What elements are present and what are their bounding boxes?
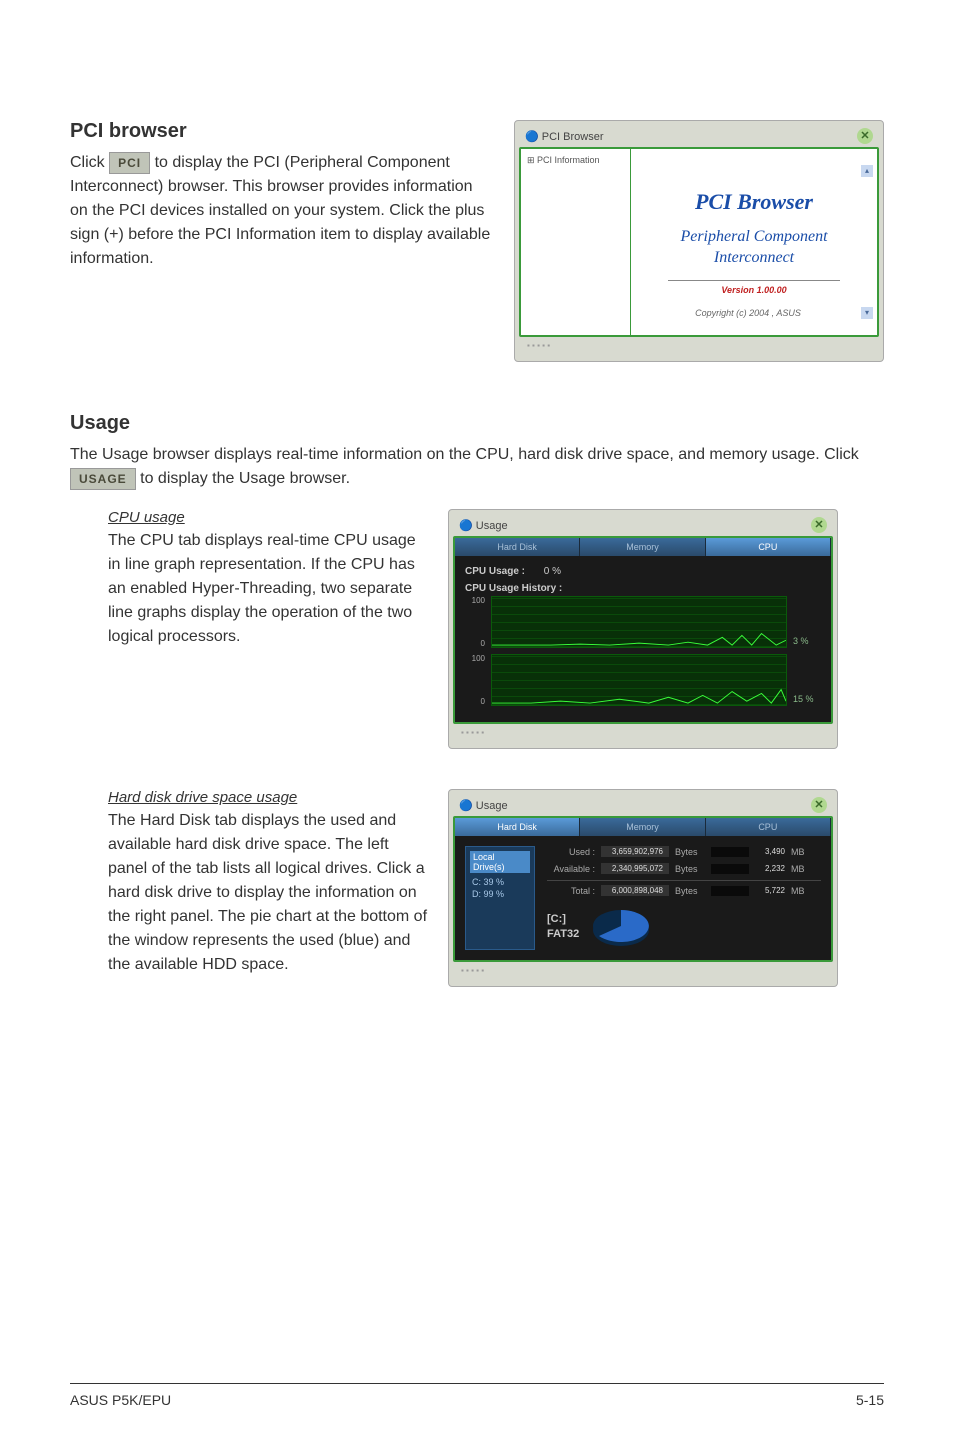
cpu-graph2 xyxy=(491,654,787,706)
close-icon[interactable]: ✕ xyxy=(857,128,873,144)
hdd-paragraph: The Hard Disk tab displays the used and … xyxy=(108,809,428,977)
cpu-text-col: CPU usage The CPU tab displays real-time… xyxy=(108,509,428,649)
pci-window: 🔵 PCI Browser ✕ ⊞ PCI Information ▴ PCI … xyxy=(514,120,884,362)
hdd-drive-label: [C:] FAT32 xyxy=(547,912,579,943)
stat-used: Used : 3,659,902,976 Bytes 3,490 MB xyxy=(547,846,821,857)
usage-inline-button[interactable]: USAGE xyxy=(70,468,136,490)
usage-intro-before: The Usage browser displays real-time inf… xyxy=(70,446,859,463)
cpu-window-title: 🔵 Usage xyxy=(459,519,508,532)
cpu-graph1 xyxy=(491,596,787,648)
pci-bottom-row: Copyright (c) 2004 , ASUS ▾ xyxy=(631,307,877,319)
scroll-down-icon[interactable]: ▾ xyxy=(861,307,873,319)
pci-section: PCI browser Click PCI to display the PCI… xyxy=(70,120,884,362)
usage-intro: The Usage browser displays real-time inf… xyxy=(70,443,884,491)
cpu-graph1-row: 100 0 3 % xyxy=(465,596,821,648)
stat-available: Available : 2,340,995,072 Bytes 2,232 MB xyxy=(547,863,821,874)
tab-cpu[interactable]: CPU xyxy=(706,538,831,556)
cpu-graph2-row: 100 0 15 % xyxy=(465,654,821,706)
tab-cpu[interactable]: CPU xyxy=(706,818,831,836)
hdd-tab-row: Hard Disk Memory CPU xyxy=(455,818,831,836)
pci-window-col: 🔵 PCI Browser ✕ ⊞ PCI Information ▴ PCI … xyxy=(514,120,884,362)
hdd-content: Local Drive(s) C: 39 % D: 99 % Used : 3,… xyxy=(455,836,831,960)
graph1-pct: 3 % xyxy=(793,636,821,648)
pci-text-col: PCI browser Click PCI to display the PCI… xyxy=(70,120,494,271)
page-footer: ASUS P5K/EPU 5-15 xyxy=(70,1383,884,1408)
pci-inline-button[interactable]: PCI xyxy=(109,152,150,174)
pci-subtitle: Peripheral Component Interconnect xyxy=(680,227,827,269)
cpu-subheading: CPU usage xyxy=(108,509,428,526)
tab-memory[interactable]: Memory xyxy=(580,818,705,836)
pci-window-footer: ▪ ▪ ▪ ▪ ▪ xyxy=(519,337,879,357)
close-icon[interactable]: ✕ xyxy=(811,517,827,533)
pie-chart-icon xyxy=(591,904,651,950)
cpu-usage-window: 🔵 Usage ✕ Hard Disk Memory CPU CPU Usage… xyxy=(448,509,838,749)
scroll-up-icon[interactable]: ▴ xyxy=(861,165,873,177)
cpu-paragraph: The CPU tab displays real-time CPU usage… xyxy=(108,529,428,649)
cpu-window-col: 🔵 Usage ✕ Hard Disk Memory CPU CPU Usage… xyxy=(448,509,838,749)
tab-memory[interactable]: Memory xyxy=(580,538,705,556)
pci-copyright: Copyright (c) 2004 , ASUS xyxy=(635,308,861,318)
graph2-pct: 15 % xyxy=(793,694,821,706)
drive-list-panel: Local Drive(s) C: 39 % D: 99 % xyxy=(465,846,535,950)
cpu-body: Hard Disk Memory CPU CPU Usage : 0 % CPU… xyxy=(453,536,833,724)
close-icon[interactable]: ✕ xyxy=(811,797,827,813)
pci-window-title: 🔵 PCI Browser xyxy=(525,130,604,143)
hdd-title-bar: 🔵 Usage ✕ xyxy=(453,794,833,816)
cpu-subsection: CPU usage The CPU tab displays real-time… xyxy=(108,509,884,749)
cpu-history-label: CPU Usage History : xyxy=(465,583,821,594)
hdd-window-footer: ▪ ▪ ▪ ▪ ▪ xyxy=(453,962,833,982)
hdd-window-title: 🔵 Usage xyxy=(459,799,508,812)
hdd-text-col: Hard disk drive space usage The Hard Dis… xyxy=(108,789,428,977)
graph1-ylabels: 100 0 xyxy=(465,596,485,648)
pci-scroll-top: ▴ xyxy=(631,165,877,177)
tab-hard-disk[interactable]: Hard Disk xyxy=(455,818,580,836)
pci-content-panel: ▴ PCI Browser Peripheral Component Inter… xyxy=(631,149,877,335)
tab-hard-disk[interactable]: Hard Disk xyxy=(455,538,580,556)
hdd-subsection: Hard disk drive space usage The Hard Dis… xyxy=(108,789,884,987)
usage-heading: Usage xyxy=(70,412,884,435)
cpu-panel: CPU Usage : 0 % CPU Usage History : 100 … xyxy=(455,556,831,722)
drive-item-d[interactable]: D: 99 % xyxy=(470,888,530,900)
cpu-title-bar: 🔵 Usage ✕ xyxy=(453,514,833,536)
hdd-usage-window: 🔵 Usage ✕ Hard Disk Memory CPU Local Dri… xyxy=(448,789,838,987)
drive-list-header: Local Drive(s) xyxy=(470,851,530,873)
cpu-usage-row: CPU Usage : 0 % xyxy=(465,566,821,577)
pci-tree-item[interactable]: ⊞ PCI Information xyxy=(527,155,600,165)
pci-text-before: Click xyxy=(70,154,109,171)
cpu-tab-row: Hard Disk Memory CPU xyxy=(455,538,831,556)
drive-item-c[interactable]: C: 39 % xyxy=(470,876,530,888)
hdd-pie-row: [C:] FAT32 xyxy=(547,904,821,950)
pci-tree-panel[interactable]: ⊞ PCI Information xyxy=(521,149,631,335)
cpu-window-footer: ▪ ▪ ▪ ▪ ▪ xyxy=(453,724,833,744)
hdd-subheading: Hard disk drive space usage xyxy=(108,789,428,806)
pci-version: Version 1.00.00 xyxy=(668,280,840,295)
cpu-usage-label: CPU Usage : xyxy=(465,566,525,577)
stats-panel: Used : 3,659,902,976 Bytes 3,490 MB Avai… xyxy=(547,846,821,950)
usage-section: Usage The Usage browser displays real-ti… xyxy=(70,412,884,491)
hdd-window-col: 🔵 Usage ✕ Hard Disk Memory CPU Local Dri… xyxy=(448,789,838,987)
usage-intro-after: to display the Usage browser. xyxy=(140,470,350,487)
pci-title-bar: 🔵 PCI Browser ✕ xyxy=(519,125,879,147)
pci-body: ⊞ PCI Information ▴ PCI Browser Peripher… xyxy=(519,147,879,337)
pci-paragraph: Click PCI to display the PCI (Peripheral… xyxy=(70,151,494,271)
footer-left: ASUS P5K/EPU xyxy=(70,1392,171,1408)
graph2-ylabels: 100 0 xyxy=(465,654,485,706)
stat-divider xyxy=(547,880,821,881)
pci-heading: PCI browser xyxy=(70,120,494,143)
graph2-line-icon xyxy=(492,655,786,705)
pci-brand-text: PCI Browser xyxy=(695,189,813,215)
hdd-body: Hard Disk Memory CPU Local Drive(s) C: 3… xyxy=(453,816,833,962)
cpu-usage-value: 0 % xyxy=(544,566,561,577)
footer-right: 5-15 xyxy=(856,1392,884,1408)
graph1-line-icon xyxy=(492,597,786,647)
stat-total: Total : 6,000,898,048 Bytes 5,722 MB xyxy=(547,885,821,896)
